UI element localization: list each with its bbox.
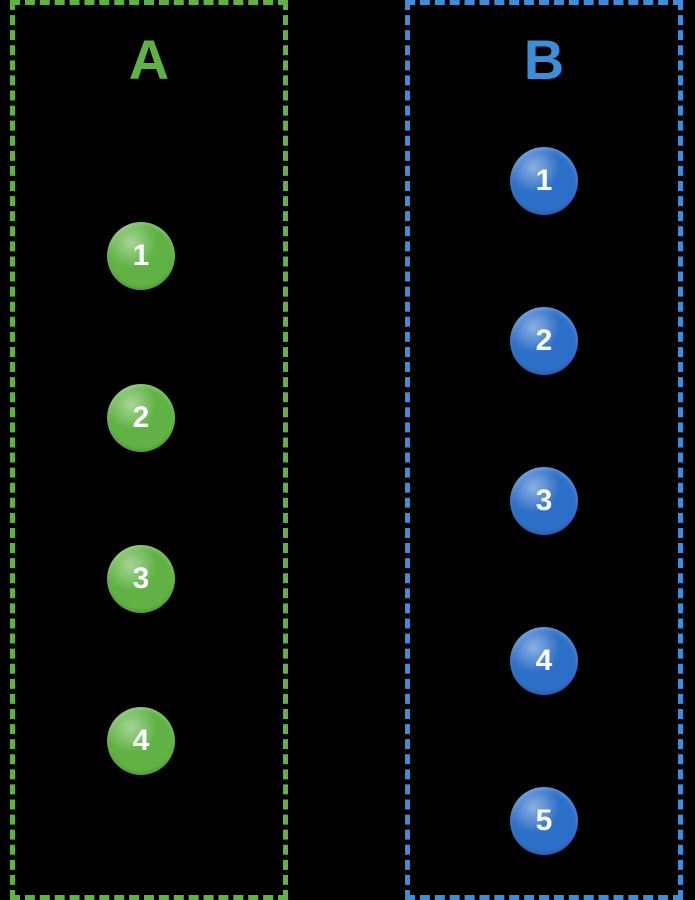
group-title-b: B xyxy=(524,27,564,92)
circle-label: 4 xyxy=(133,724,150,758)
circle-label: 3 xyxy=(133,562,150,596)
circle-b-3: 3 xyxy=(510,467,578,535)
group-box-b: B xyxy=(405,0,683,900)
circle-label: 1 xyxy=(133,239,150,273)
diagram-canvas: A B 1 2 3 4 1 2 3 4 5 xyxy=(0,0,695,900)
circle-a-4: 4 xyxy=(107,707,175,775)
circle-a-1: 1 xyxy=(107,222,175,290)
circle-b-5: 5 xyxy=(510,787,578,855)
circle-label: 3 xyxy=(536,484,553,518)
circle-b-2: 2 xyxy=(510,307,578,375)
circle-label: 4 xyxy=(536,644,553,678)
circle-label: 2 xyxy=(133,401,150,435)
circle-a-3: 3 xyxy=(107,545,175,613)
circle-a-2: 2 xyxy=(107,384,175,452)
circle-label: 1 xyxy=(536,164,553,198)
circle-label: 2 xyxy=(536,324,553,358)
group-title-a: A xyxy=(129,27,169,92)
circle-b-4: 4 xyxy=(510,627,578,695)
circle-label: 5 xyxy=(536,804,553,838)
circle-b-1: 1 xyxy=(510,147,578,215)
